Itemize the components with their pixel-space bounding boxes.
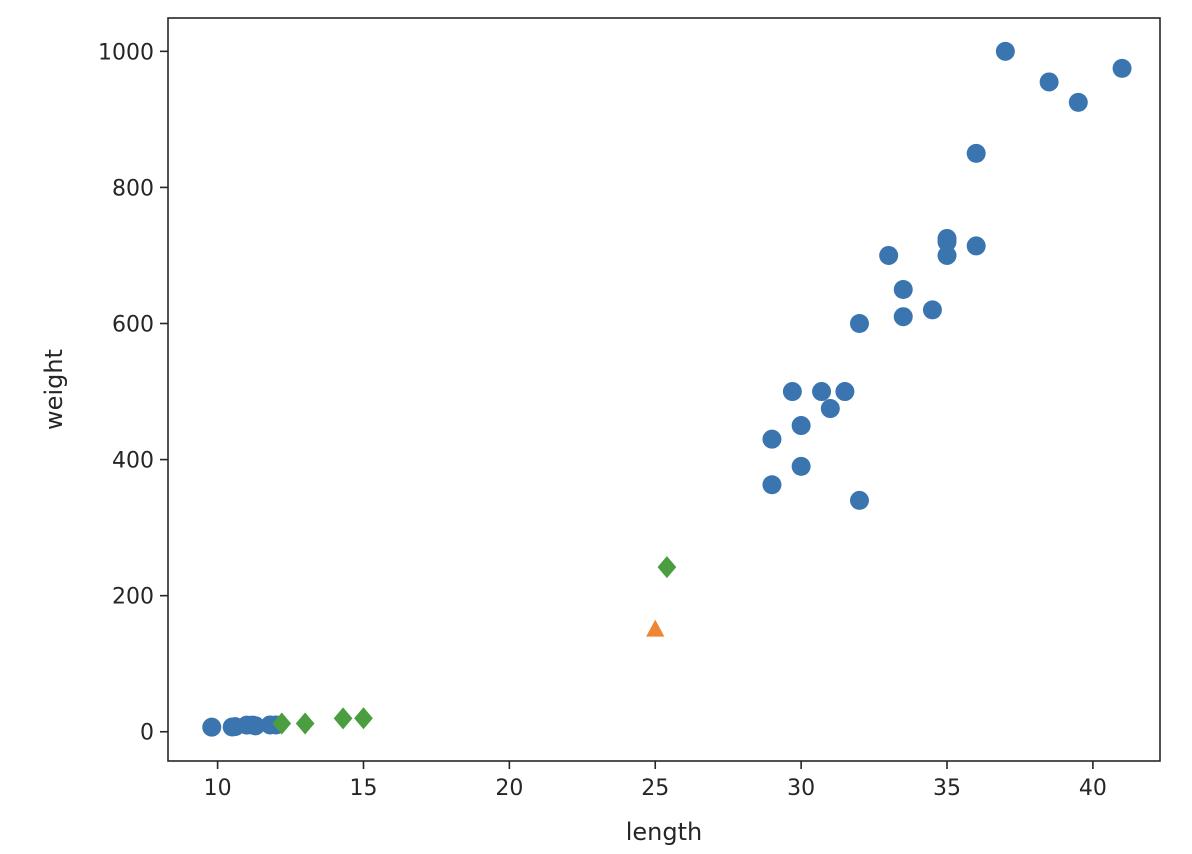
x-tick-label: 40 xyxy=(1079,776,1107,801)
y-tick-label: 800 xyxy=(112,176,154,201)
x-tick-label: 10 xyxy=(204,776,232,801)
point-circle xyxy=(849,490,869,510)
data-marks xyxy=(202,41,1132,737)
point-diamond xyxy=(333,707,353,730)
point-circle xyxy=(937,232,957,252)
point-circle xyxy=(1068,92,1088,112)
x-tick-label: 25 xyxy=(641,776,669,801)
point-circle xyxy=(762,475,782,495)
point-circle xyxy=(791,456,811,476)
point-diamond xyxy=(657,556,677,579)
x-tick-label: 35 xyxy=(933,776,961,801)
point-circle xyxy=(782,382,802,402)
point-circle xyxy=(966,236,986,256)
point-circle xyxy=(202,717,222,737)
point-circle xyxy=(922,300,942,320)
point-circle xyxy=(1112,58,1132,78)
point-triangle xyxy=(646,619,665,637)
x-axis-label: length xyxy=(626,818,703,846)
point-circle xyxy=(246,716,266,736)
x-tick-label: 20 xyxy=(495,776,523,801)
y-tick-label: 400 xyxy=(112,449,154,474)
point-circle xyxy=(820,399,840,419)
point-circle xyxy=(879,245,899,265)
point-diamond xyxy=(272,712,292,735)
y-tick-label: 200 xyxy=(112,585,154,610)
x-axis: 10 15 20 25 30 35 40 xyxy=(204,761,1107,801)
point-circle xyxy=(849,314,869,334)
point-circle xyxy=(762,429,782,449)
point-circle xyxy=(937,245,957,265)
point-circle xyxy=(893,279,913,299)
point-circle xyxy=(995,41,1015,61)
y-tick-label: 600 xyxy=(112,313,154,338)
x-tick-label: 30 xyxy=(787,776,815,801)
x-tick-label: 15 xyxy=(349,776,377,801)
y-tick-label: 0 xyxy=(140,721,154,746)
y-tick-label: 1000 xyxy=(98,40,154,65)
point-circle xyxy=(966,143,986,163)
y-axis-label: weight xyxy=(40,349,68,430)
y-axis: 0 200 400 600 800 1000 xyxy=(98,40,168,746)
point-diamond xyxy=(354,707,373,730)
point-diamond xyxy=(295,712,315,735)
point-circle xyxy=(791,416,811,436)
plot-frame xyxy=(167,17,1161,762)
point-circle xyxy=(1039,72,1059,92)
point-circle xyxy=(835,382,855,402)
point-circle xyxy=(893,307,913,327)
point-circle xyxy=(812,382,832,402)
